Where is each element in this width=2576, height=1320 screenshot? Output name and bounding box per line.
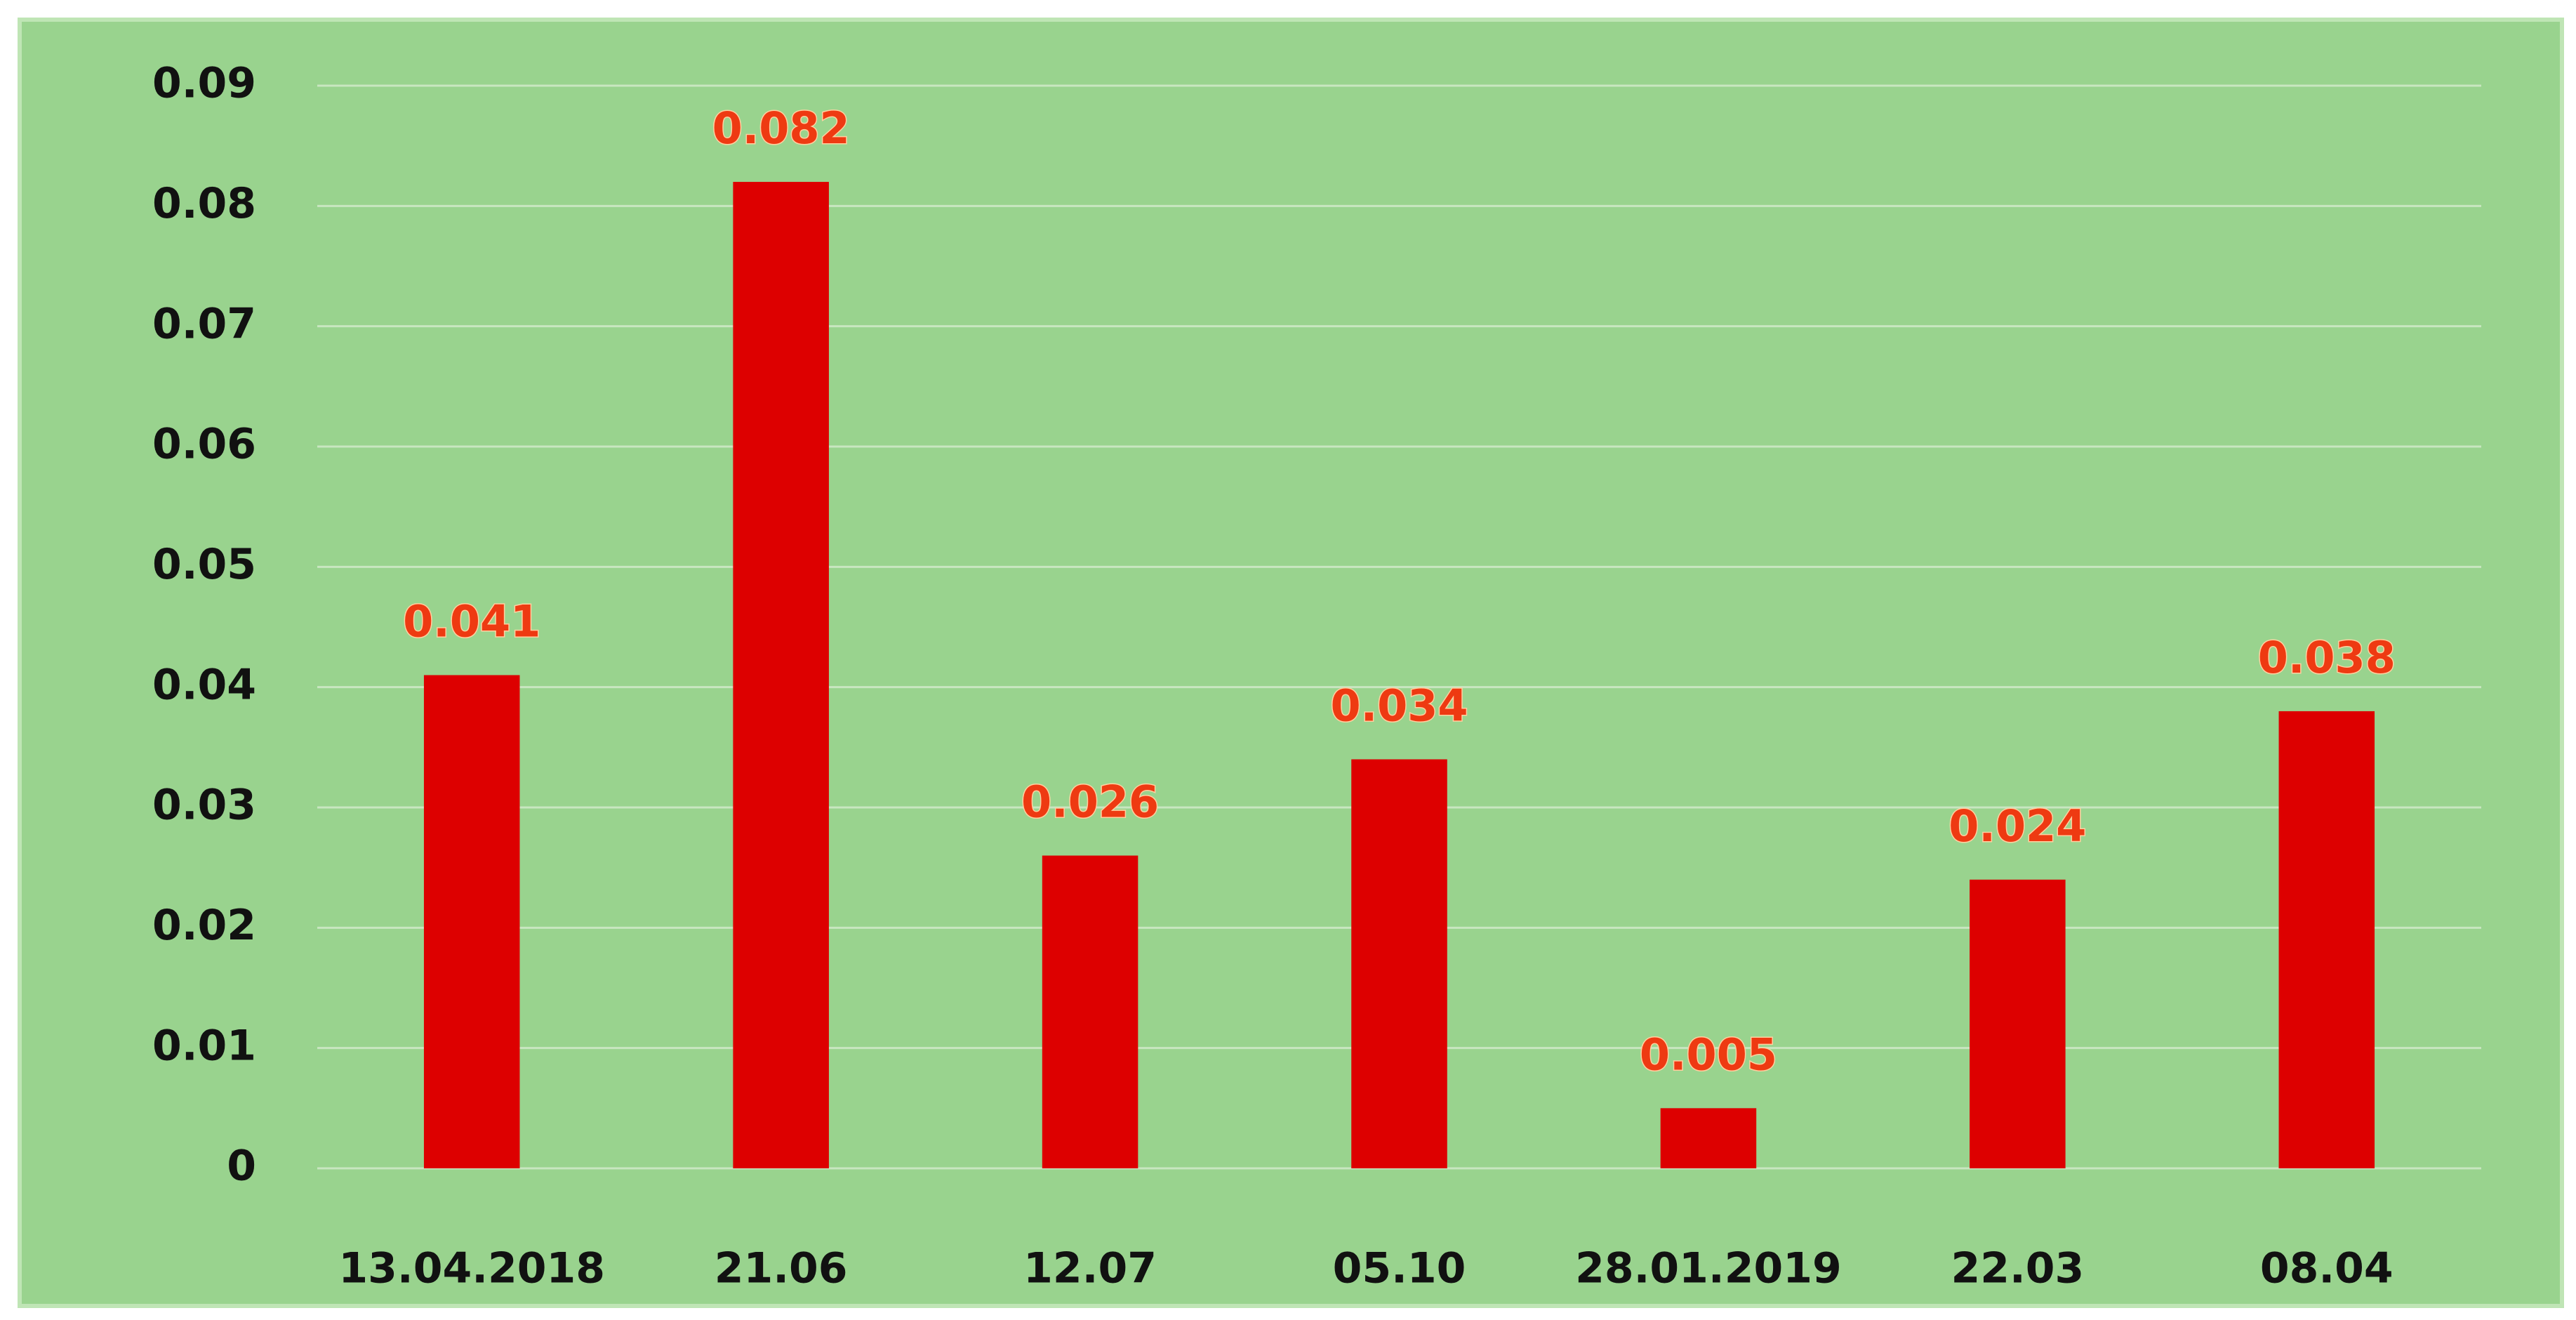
y-tick-label: 0 <box>227 1142 256 1191</box>
bar <box>1970 879 2066 1168</box>
y-tick-label: 0.07 <box>152 299 256 348</box>
value-label: 0.082 <box>712 103 850 154</box>
bar <box>1042 855 1138 1168</box>
value-label: 0.041 <box>403 596 540 647</box>
x-tick-label: 21.06 <box>715 1244 848 1293</box>
y-tick-label: 0.02 <box>152 901 256 950</box>
x-tick-label: 12.07 <box>1023 1244 1157 1293</box>
value-label: 0.005 <box>1640 1029 1777 1080</box>
chart-background <box>18 18 2564 1308</box>
y-tick-label: 0.05 <box>152 540 256 589</box>
y-tick-label: 0.04 <box>152 660 256 709</box>
x-tick-label: 08.04 <box>2260 1244 2394 1293</box>
y-tick-label: 0.03 <box>152 781 256 830</box>
x-tick-label: 05.10 <box>1333 1244 1466 1293</box>
x-tick-label: 22.03 <box>1951 1244 2084 1293</box>
x-tick-label: 28.01.2019 <box>1575 1244 1842 1293</box>
bar <box>423 675 520 1168</box>
y-tick-label: 0.01 <box>152 1021 256 1070</box>
y-tick-label: 0.09 <box>152 59 256 108</box>
y-tick-label: 0.08 <box>152 179 256 228</box>
value-label: 0.038 <box>2258 632 2396 683</box>
bar <box>2278 711 2375 1168</box>
bar <box>1351 759 1447 1168</box>
x-tick-label: 13.04.2018 <box>338 1244 605 1293</box>
y-tick-label: 0.06 <box>152 420 256 469</box>
value-label: 0.034 <box>1330 680 1468 732</box>
bar <box>733 182 829 1169</box>
value-label: 0.026 <box>1021 777 1159 828</box>
value-label: 0.024 <box>1948 800 2086 852</box>
bar <box>1660 1108 1757 1168</box>
